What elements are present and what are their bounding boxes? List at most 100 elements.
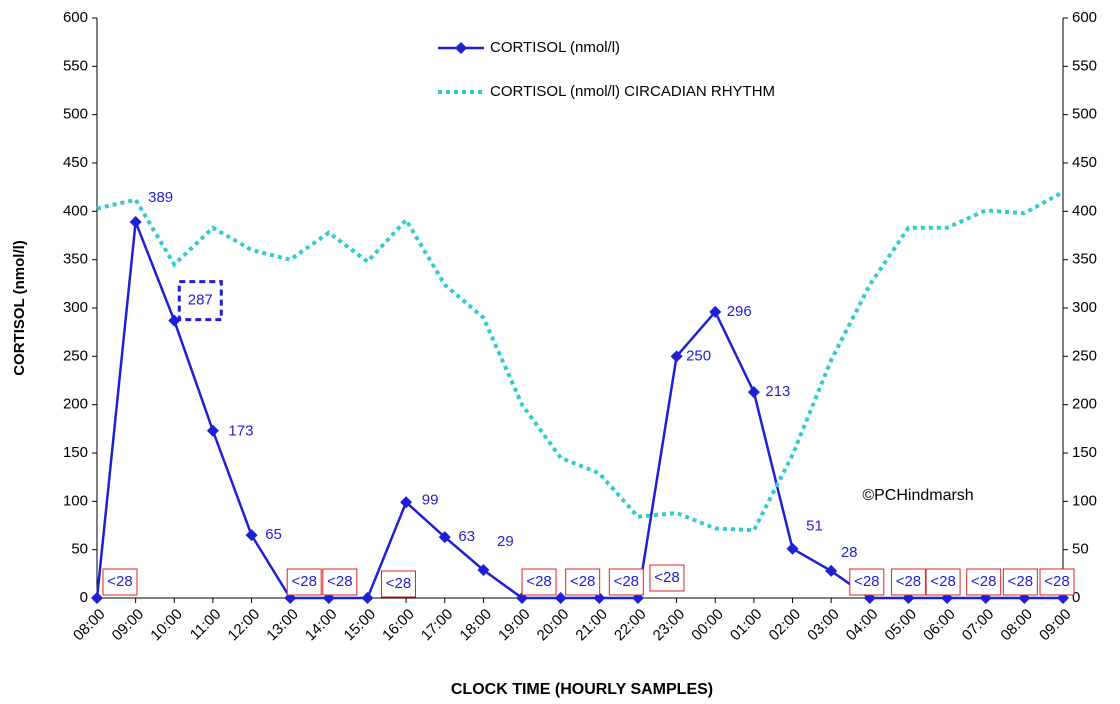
label-box	[521, 568, 557, 596]
data-point	[477, 563, 490, 576]
data-point	[129, 215, 142, 228]
x-tick-label: 22:00	[611, 606, 650, 645]
data-point	[91, 592, 103, 604]
data-label: 63	[458, 528, 475, 545]
x-tick-label: 08:00	[70, 606, 109, 645]
x-tick-label: 09:00	[109, 606, 148, 645]
data-label: <28	[930, 573, 955, 590]
data-point	[206, 424, 219, 437]
series-line	[95, 221, 1063, 600]
label-box	[1002, 568, 1038, 596]
y-tick-label: 200	[63, 396, 88, 413]
y-tick-label: 250	[63, 347, 88, 364]
x-tick-label: 14:00	[302, 606, 341, 645]
series-line	[96, 190, 1064, 533]
x-tick-label: 13:00	[263, 606, 302, 645]
label-box	[286, 568, 322, 596]
data-point	[168, 314, 181, 327]
x-tick-label: 09:00	[1036, 606, 1075, 645]
data-point	[438, 531, 451, 544]
y-tick-label: 600	[63, 9, 88, 26]
label-box	[966, 568, 1002, 596]
x-tick-label: 11:00	[187, 606, 225, 644]
data-label: 296	[727, 303, 752, 320]
x-tick-label: 05:00	[882, 606, 921, 645]
data-point	[709, 305, 722, 318]
y-tick-label: 450	[63, 154, 88, 171]
x-tick-label: 21:00	[572, 606, 611, 645]
x-tick-label: 17:00	[418, 606, 457, 645]
y2-tick-label: 400	[1072, 202, 1097, 219]
data-label: <28	[1008, 573, 1033, 590]
y2-tick-label: 350	[1072, 251, 1097, 268]
label-box	[849, 568, 885, 596]
data-label: <28	[386, 575, 411, 592]
x-tick-label: 16:00	[379, 606, 418, 645]
legend-label: CORTISOL (nmol/l)	[490, 39, 620, 56]
data-point	[245, 529, 258, 542]
data-label: <28	[854, 573, 879, 590]
y-tick-label: 150	[63, 444, 88, 461]
data-label: 65	[265, 526, 282, 543]
data-label: <28	[291, 573, 316, 590]
data-label: 173	[228, 423, 253, 440]
y2-tick-label: 100	[1072, 492, 1097, 509]
y2-tick-label: 600	[1072, 9, 1097, 26]
label-box	[608, 568, 644, 596]
data-label: <28	[614, 573, 639, 590]
data-label: 213	[765, 383, 790, 400]
x-tick-label: 06:00	[920, 606, 959, 645]
data-label: <28	[896, 573, 921, 590]
x-tick-label: 18:00	[456, 606, 495, 645]
x-tick-label: 12:00	[225, 606, 264, 645]
label-box	[565, 568, 601, 596]
data-label: 28	[841, 544, 858, 561]
x-tick-label: 03:00	[804, 606, 843, 645]
data-label: 389	[148, 189, 173, 206]
y-tick-label: 350	[63, 251, 88, 268]
y2-tick-label: 150	[1072, 444, 1097, 461]
x-tick-label: 23:00	[650, 606, 689, 645]
x-tick-label: 00:00	[688, 606, 727, 645]
label-box-dashed	[177, 280, 223, 322]
data-label: 51	[806, 518, 823, 535]
y2-tick-label: 0	[1072, 589, 1080, 606]
y-tick-label: 500	[63, 106, 88, 123]
y2-tick-label: 50	[1072, 541, 1089, 558]
y-tick-label: 550	[63, 57, 88, 74]
y-tick-label: 50	[71, 541, 88, 558]
y-tick-label: 400	[63, 202, 88, 219]
label-box	[380, 570, 416, 598]
label-box	[925, 568, 961, 596]
data-label: <28	[971, 573, 996, 590]
label-box	[102, 568, 138, 596]
data-label: <28	[654, 569, 679, 586]
x-tick-label: 04:00	[843, 606, 882, 645]
data-point	[670, 350, 683, 363]
y2-tick-label: 200	[1072, 396, 1097, 413]
y-axis-label: CORTISOL (nmol/l)	[11, 240, 28, 376]
y-tick-label: 300	[63, 299, 88, 316]
data-label: <28	[327, 573, 352, 590]
y-tick-label: 100	[63, 492, 88, 509]
label-box	[649, 564, 685, 592]
y2-tick-label: 300	[1072, 299, 1097, 316]
x-tick-label: 20:00	[534, 606, 573, 645]
data-label: 99	[422, 491, 439, 508]
x-tick-label: 15:00	[341, 606, 380, 645]
label-box	[322, 568, 358, 596]
data-label: <28	[107, 573, 132, 590]
y2-tick-label: 500	[1072, 106, 1097, 123]
data-point	[361, 592, 374, 604]
y2-tick-label: 450	[1072, 154, 1097, 171]
label-box	[890, 568, 926, 596]
data-label: 29	[497, 533, 514, 550]
data-label: <28	[526, 573, 551, 590]
x-tick-label: 19:00	[495, 606, 534, 645]
y2-tick-label: 250	[1072, 347, 1097, 364]
x-tick-label: 10:00	[147, 606, 186, 645]
y2-tick-label: 550	[1072, 57, 1097, 74]
data-label: <28	[570, 573, 595, 590]
data-label: <28	[1044, 573, 1069, 590]
data-point	[747, 386, 760, 399]
